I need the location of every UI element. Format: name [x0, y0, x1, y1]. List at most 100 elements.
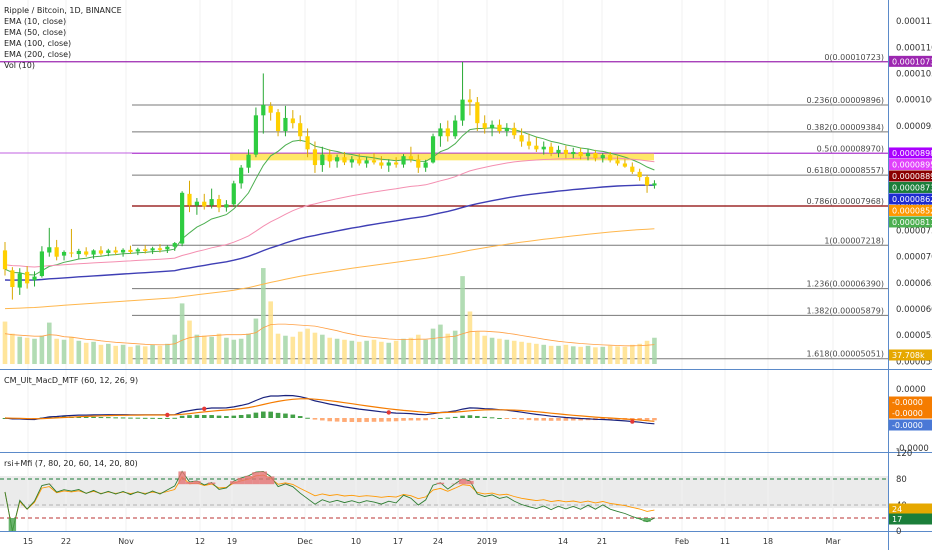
time-tick-label: 18 [763, 537, 773, 546]
rsi-tag-bg [889, 513, 932, 525]
macd-histogram-bar [475, 415, 480, 418]
legend: Ripple / Bitcoin, 1D, BINANCE EMA (10, c… [4, 6, 138, 468]
volume-bar [201, 335, 207, 364]
candle-body [143, 249, 148, 251]
rsi-overbought-fill [451, 483, 459, 485]
rsi-tag-bg [889, 503, 932, 515]
macd-histogram-bar [408, 418, 414, 421]
macd-histogram-bar [128, 417, 133, 419]
candle-body [275, 112, 281, 132]
macd-histogram-bar [268, 411, 273, 418]
macd-histogram-bar [179, 415, 185, 418]
rsi-overbought-fill [259, 471, 267, 485]
fib-label: 1(0.00007218) [824, 236, 884, 245]
time-tick-label: 2019 [477, 537, 497, 546]
candle-body [408, 156, 413, 160]
candle-body [475, 102, 480, 124]
volume-ma-line [4, 323, 655, 347]
macd-histogram-bar [371, 418, 377, 422]
fib-label: 0.382(0.00009384) [807, 123, 885, 132]
time-tick-label: Nov [118, 537, 134, 546]
macd-histogram-bar [652, 418, 657, 421]
volume-bar [386, 342, 392, 364]
macd-histogram-bar [637, 418, 642, 421]
macd-histogram-bar [238, 414, 244, 418]
volume-bar [578, 346, 583, 364]
candle-body [180, 192, 185, 244]
macd-histogram-bar [438, 417, 443, 419]
candle-body [453, 120, 458, 137]
candle-body [608, 155, 613, 161]
macd-tag: -0.0000 [892, 398, 923, 407]
price-tag: 0.00008981 [892, 149, 932, 158]
fib-label: 0.5(0.00008970) [817, 145, 884, 154]
macd-histogram-bar [415, 418, 421, 421]
macd-histogram-bar [386, 418, 392, 422]
time-tick-label: 11 [720, 537, 730, 546]
candle-body [578, 151, 583, 157]
volume-bar [467, 311, 473, 364]
candle-body [357, 159, 362, 164]
volume-bar [401, 338, 406, 364]
macd-histogram-bar [290, 414, 296, 418]
rsi-oversold-fill [635, 518, 644, 519]
candle-body [150, 248, 155, 251]
time-axis[interactable]: 15 22 Nov 12 19 Dec 10 17 24 2019 14 21 Feb 11 18 Mar [23, 537, 841, 546]
price-tag-bg [889, 147, 932, 159]
macd-histogram-bar [430, 418, 436, 420]
volume-bar [253, 318, 259, 364]
volume-bar [150, 344, 155, 364]
rsi-overbought-fill [252, 472, 260, 485]
time-tick-label: Feb [675, 537, 689, 546]
candle-body [54, 247, 59, 257]
candle-body [194, 201, 199, 206]
candle-body [571, 151, 576, 155]
price-axis[interactable]: 0.00011500 0.00011000 0.00010500 0.00010000… [896, 17, 932, 537]
volume-bar [445, 333, 451, 364]
macd-histogram-bar [519, 418, 524, 420]
price-tick-label: 0.00010000 [896, 96, 932, 106]
volume-bar [54, 338, 59, 364]
rsi-overbought-fill [230, 481, 238, 485]
volume-bar [157, 345, 163, 364]
volume-bar [541, 344, 547, 364]
price-tag: 0.00008520 [892, 206, 932, 215]
macd-tick-label: 0.0000 [896, 385, 926, 395]
price-tag-bg [889, 158, 932, 170]
macd-histogram-bar [607, 418, 613, 420]
macd-histogram-bar [312, 418, 318, 420]
candle-body [342, 157, 347, 163]
volume-bar [460, 276, 465, 364]
volume-bar [98, 344, 104, 364]
candle-body [98, 250, 104, 254]
candle-body [268, 105, 273, 113]
volume-bar [32, 338, 37, 364]
candlesticks [2, 61, 657, 300]
candle-body [371, 160, 377, 163]
candle-body [32, 276, 37, 281]
volume-bar [297, 331, 303, 364]
rsi-line [4, 470, 655, 532]
macd-histogram-bar [320, 418, 325, 421]
price-tag-bg [889, 193, 932, 205]
volume-bar [644, 340, 650, 364]
rsi-tick-label: 80 [896, 475, 907, 485]
volume-bar [216, 333, 222, 364]
candle-body [165, 246, 170, 250]
macd-histogram-bar [548, 418, 554, 421]
macd-histogram-bar [644, 418, 650, 421]
macd-histogram-bar [172, 417, 178, 419]
candle-body [128, 249, 133, 252]
candle-body [630, 166, 635, 172]
candle-body [534, 145, 539, 150]
candle-body [467, 99, 473, 103]
volume-bar [415, 334, 421, 364]
volume-bar [637, 343, 642, 364]
macd-histogram-bar [541, 418, 547, 421]
volume-bar [179, 303, 185, 364]
rsi-overbought-fill [266, 476, 275, 485]
rsi-band-background [0, 476, 888, 508]
macd-histogram-bar [497, 417, 502, 419]
candle-body [519, 135, 524, 142]
